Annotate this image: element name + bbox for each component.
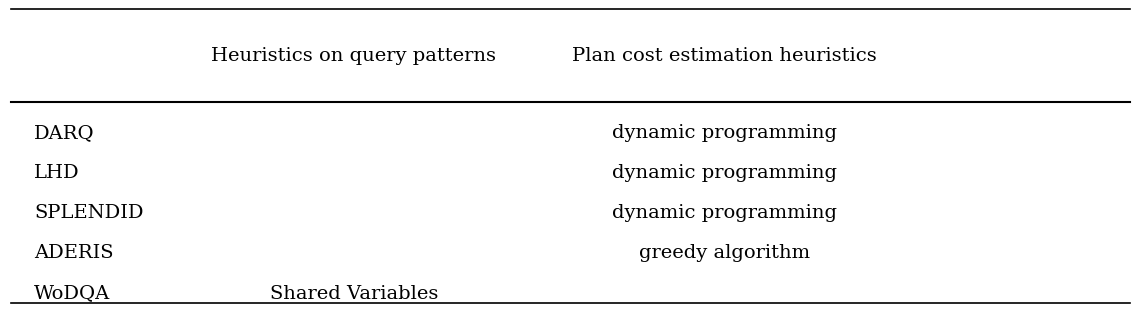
Text: LHD: LHD [34,164,80,182]
Text: Plan cost estimation heuristics: Plan cost estimation heuristics [572,47,877,65]
Text: Shared Variables: Shared Variables [269,285,438,303]
Text: dynamic programming: dynamic programming [612,204,837,222]
Text: DARQ: DARQ [34,124,95,142]
Text: Heuristics on query patterns: Heuristics on query patterns [211,47,496,65]
Text: ADERIS: ADERIS [34,244,114,262]
Text: dynamic programming: dynamic programming [612,124,837,142]
Text: dynamic programming: dynamic programming [612,164,837,182]
Text: SPLENDID: SPLENDID [34,204,144,222]
Text: WoDQA: WoDQA [34,285,111,303]
Text: greedy algorithm: greedy algorithm [639,244,810,262]
